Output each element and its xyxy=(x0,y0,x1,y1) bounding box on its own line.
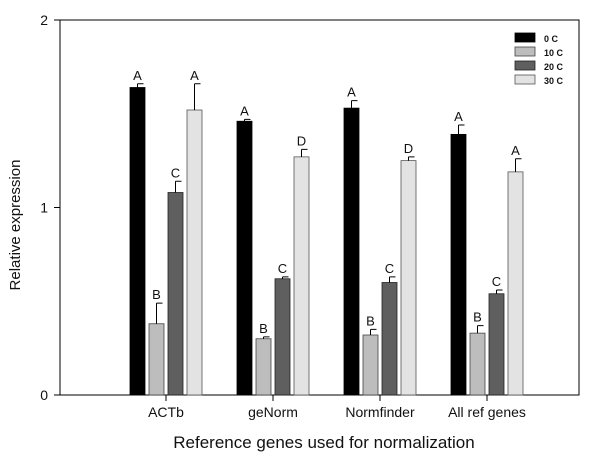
y-tick-label: 2 xyxy=(40,12,48,28)
significance-letter: B xyxy=(259,321,268,336)
significance-letter: B xyxy=(473,310,482,325)
legend-swatch xyxy=(514,74,536,85)
significance-letter: D xyxy=(404,141,413,156)
legend-label: 30 C xyxy=(544,76,564,86)
significance-letter: A xyxy=(190,68,199,83)
significance-letter: A xyxy=(511,143,520,158)
legend-label: 20 C xyxy=(544,62,564,72)
bar xyxy=(255,338,272,396)
y-axis-label: Relative expression xyxy=(7,160,24,291)
significance-letter: C xyxy=(385,261,394,276)
bar xyxy=(129,87,146,396)
bar xyxy=(293,156,310,396)
bar xyxy=(274,278,291,396)
legend-swatch xyxy=(514,32,536,43)
bar xyxy=(507,171,524,396)
legend-label: 10 C xyxy=(544,48,564,58)
bar xyxy=(167,192,184,396)
significance-letter: B xyxy=(152,287,161,302)
bar xyxy=(148,323,165,396)
bar xyxy=(450,133,467,396)
bars-layer: A B C A A B C D A B C D A B C A xyxy=(129,68,524,396)
y-tick-label: 1 xyxy=(40,200,48,216)
significance-letter: A xyxy=(454,109,463,124)
bar xyxy=(343,107,360,396)
bar xyxy=(469,332,486,396)
x-axis-label: Reference genes used for normalization xyxy=(173,433,474,452)
bar xyxy=(488,293,505,396)
bar xyxy=(186,109,203,396)
bar xyxy=(381,282,398,396)
significance-letter: C xyxy=(171,165,180,180)
legend-swatch xyxy=(514,46,536,57)
significance-letter: C xyxy=(492,274,501,289)
axes-layer: 0 1 2 ACTb geNorm Normfinder All ref genes xyxy=(40,12,526,420)
significance-letter: A xyxy=(240,103,249,118)
significance-letter: D xyxy=(297,133,306,148)
significance-letter: C xyxy=(278,261,287,276)
significance-letter: B xyxy=(366,313,375,328)
legend-label: 0 C xyxy=(544,34,559,44)
significance-letter: A xyxy=(347,85,356,100)
bar xyxy=(400,160,417,396)
x-tick-label: ACTb xyxy=(148,404,184,420)
legend-swatch xyxy=(514,60,536,71)
x-tick-label: All ref genes xyxy=(448,404,526,420)
x-tick-label: geNorm xyxy=(248,404,298,420)
significance-letter: A xyxy=(133,68,142,83)
y-tick-label: 0 xyxy=(40,387,48,403)
bar xyxy=(236,120,253,396)
bar xyxy=(362,334,379,396)
x-tick-label: Normfinder xyxy=(345,404,415,420)
legend: 0 C 10 C 20 C 30 C xyxy=(514,32,564,86)
